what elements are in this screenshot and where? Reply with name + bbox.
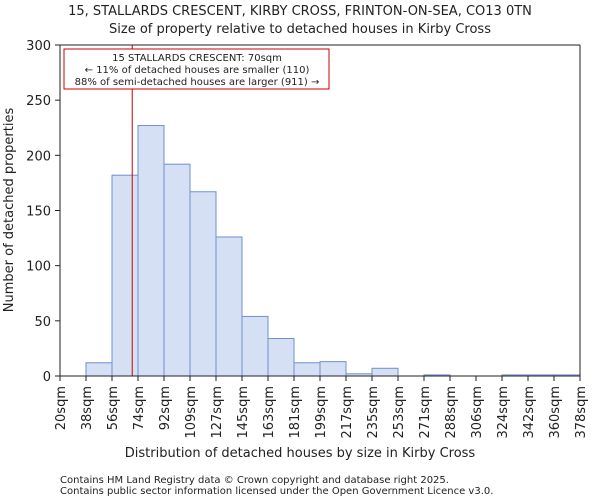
y-axis-label: Number of detached properties — [2, 108, 17, 313]
x-tick-label: 271sqm — [418, 386, 433, 439]
annotation-line-2: ← 11% of detached houses are smaller (11… — [85, 65, 310, 76]
x-tick-label: 235sqm — [366, 386, 381, 439]
y-tick-label: 200 — [26, 149, 51, 164]
annotation-line-1: 15 STALLARDS CRESCENT: 70sqm — [112, 53, 282, 64]
bar-199sqm — [319, 361, 347, 377]
bar-92sqm — [163, 163, 191, 377]
y-tick-label: 100 — [26, 260, 51, 275]
x-tick-label: 92sqm — [158, 386, 173, 430]
bar-56sqm — [111, 174, 139, 377]
bar-235sqm — [371, 367, 399, 377]
annotation-line-3: 88% of semi-detached houses are larger (… — [75, 77, 320, 88]
x-tick-label: 199sqm — [314, 386, 329, 439]
x-tick-label: 253sqm — [392, 386, 407, 439]
x-tick-label: 109sqm — [184, 386, 199, 439]
x-tick-label: 288sqm — [444, 386, 459, 439]
chart-title: 15, STALLARDS CRESCENT, KIRBY CROSS, FRI… — [68, 4, 532, 19]
y-tick-label: 300 — [26, 39, 51, 54]
x-tick-label: 217sqm — [340, 386, 355, 439]
annotation-frame — [63, 48, 330, 90]
x-tick-label: 378sqm — [574, 386, 589, 439]
x-tick-label: 145sqm — [236, 386, 251, 439]
footer-line-2: Contains public sector information licen… — [60, 486, 493, 497]
y-tick-label: 0 — [43, 370, 51, 385]
annotation-box: 15 STALLARDS CRESCENT: 70sqm ← 11% of de… — [63, 48, 330, 90]
x-tick-label: 20sqm — [54, 386, 69, 430]
bar-38sqm — [85, 362, 113, 377]
x-axis-label: Distribution of detached houses by size … — [125, 446, 476, 461]
x-tick-label: 360sqm — [548, 386, 563, 439]
bar-74sqm — [137, 125, 165, 377]
y-tick-label: 250 — [26, 94, 51, 109]
bar-163sqm — [267, 337, 295, 377]
footer-line-1: Contains HM Land Registry data © Crown c… — [60, 475, 449, 486]
x-tick-label: 324sqm — [496, 386, 511, 439]
bar-109sqm — [189, 191, 217, 377]
y-axis: 0 50 100 150 200 250 300 — [26, 39, 60, 385]
x-tick-label: 38sqm — [80, 386, 95, 430]
bar-181sqm — [293, 362, 321, 377]
chart-subtitle: Size of property relative to detached ho… — [109, 22, 491, 37]
x-tick-label: 56sqm — [106, 386, 121, 430]
bar-127sqm — [215, 236, 243, 377]
y-tick-label: 150 — [26, 205, 51, 220]
x-tick-label: 163sqm — [262, 386, 277, 439]
x-tick-label: 306sqm — [470, 386, 485, 439]
x-tick-label: 127sqm — [210, 386, 225, 439]
bar-145sqm — [241, 315, 269, 377]
y-tick-label: 50 — [34, 315, 51, 330]
x-tick-label: 181sqm — [288, 386, 303, 439]
x-tick-label: 74sqm — [132, 386, 147, 430]
bars-group — [85, 125, 581, 377]
x-tick-label: 342sqm — [522, 386, 537, 439]
x-axis: 20sqm 38sqm 56sqm 74sqm 92sqm 109sqm 127sqm 145… — [54, 376, 589, 439]
